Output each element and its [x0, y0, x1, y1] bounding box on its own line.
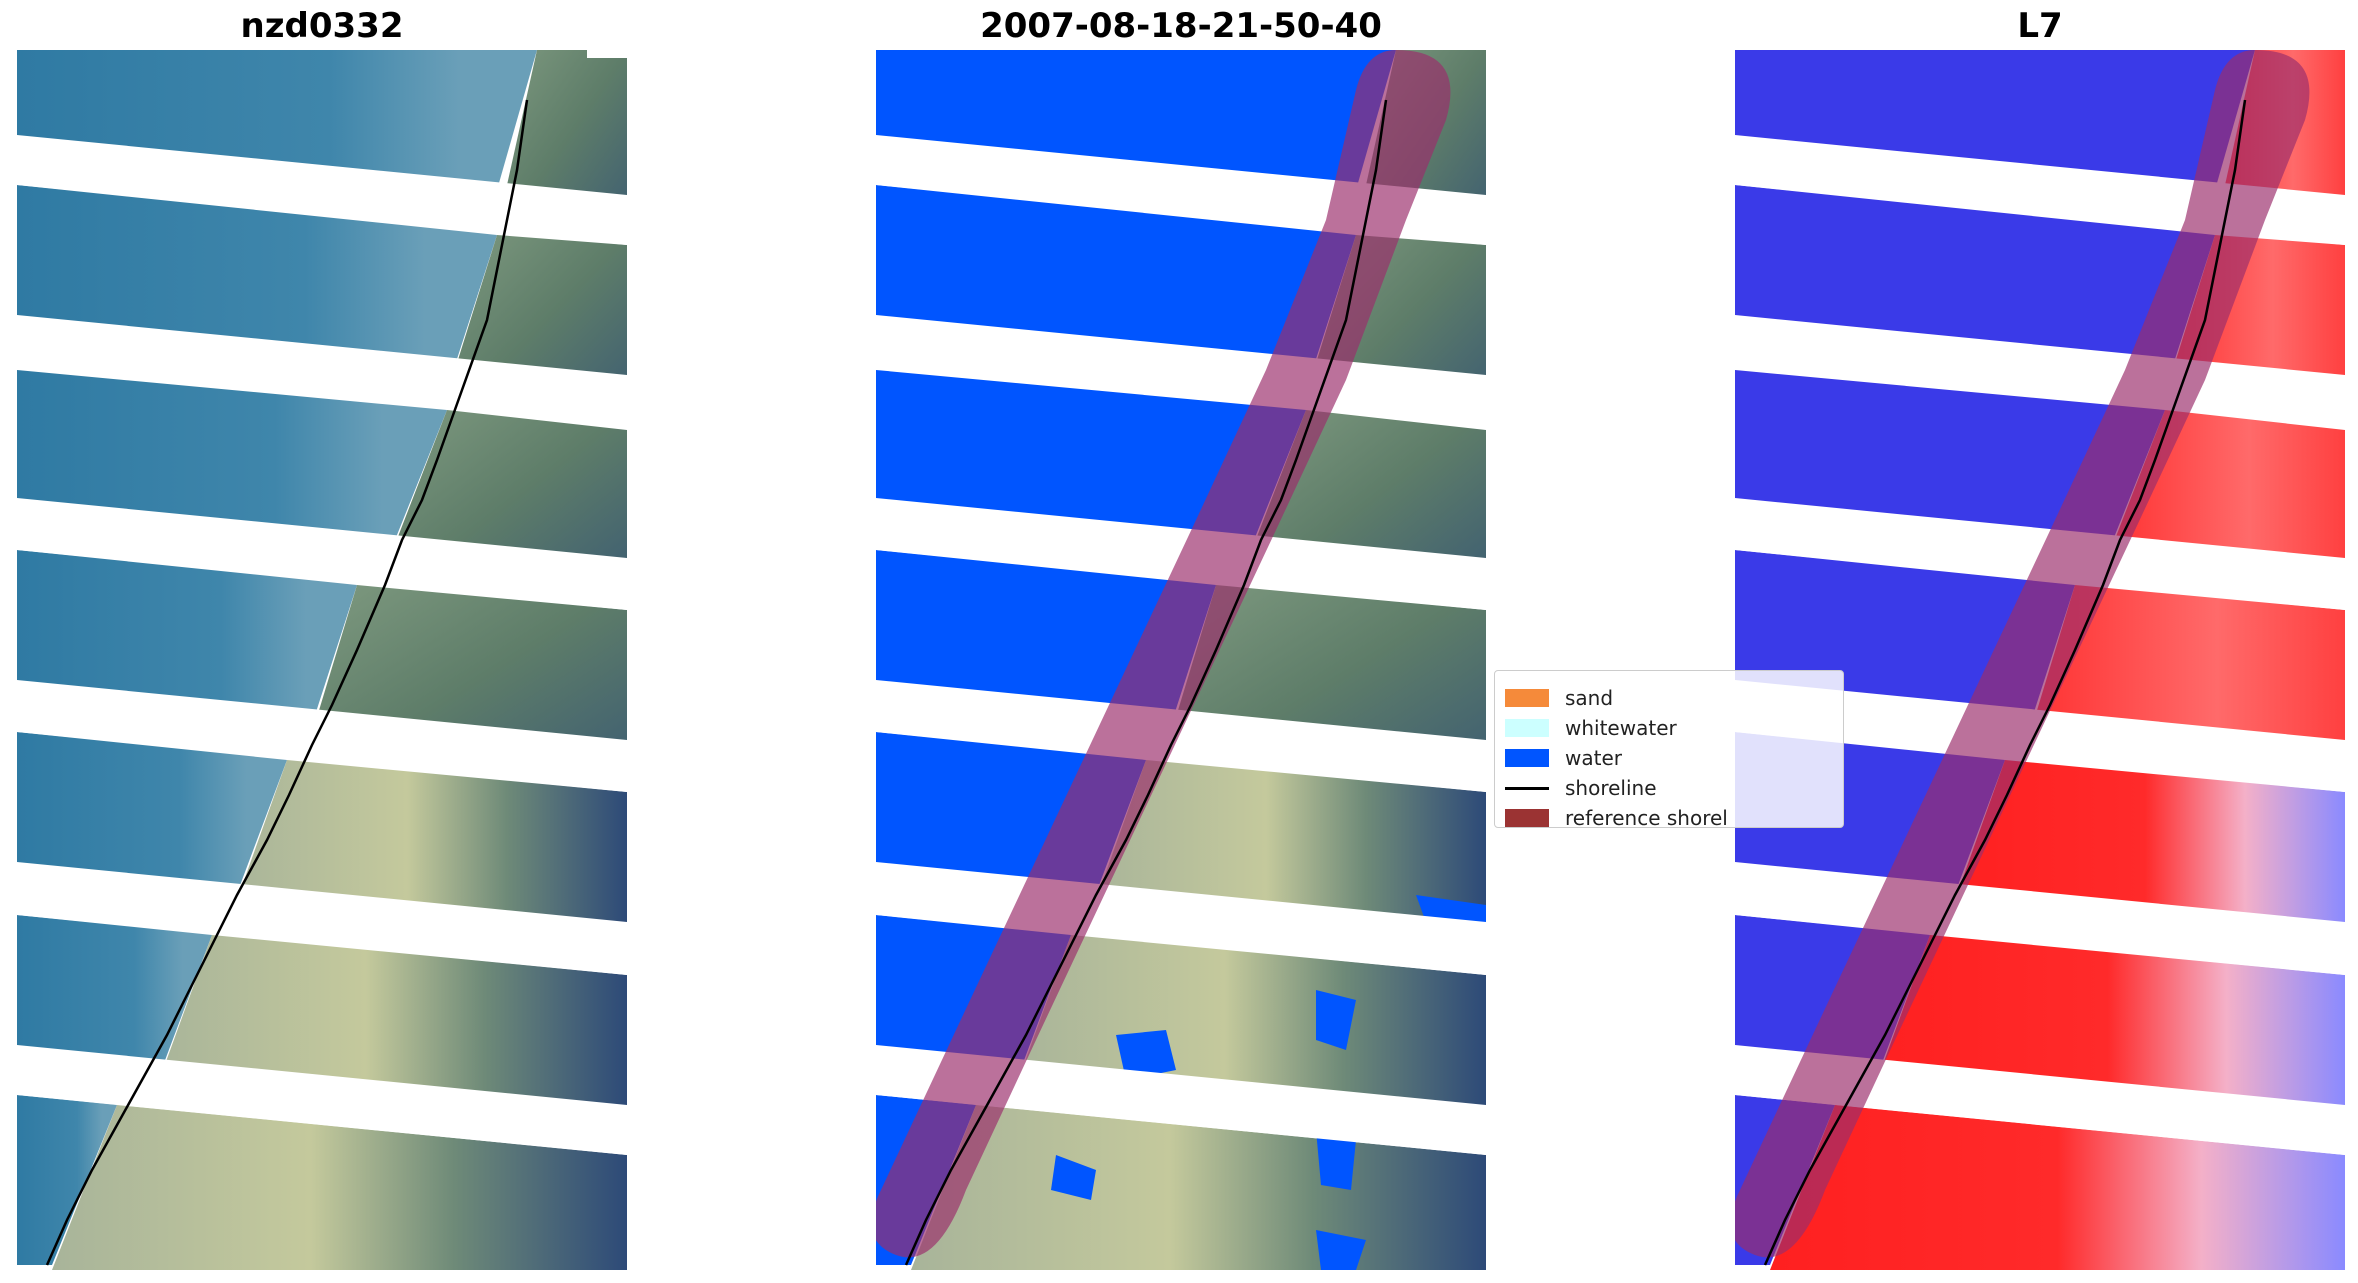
- legend-item-water: water: [1505, 743, 1622, 773]
- reference-shoreline-buffer: [876, 50, 1451, 1258]
- legend-swatch-reference-shoreline: [1505, 809, 1549, 827]
- legend-swatch-water: [1505, 749, 1549, 767]
- shoreline-classification: [904, 99, 1388, 1266]
- panel-title-index: L7: [2017, 6, 2063, 46]
- panel-title-rgb: nzd0332: [240, 6, 404, 46]
- legend-item-whitewater: whitewater: [1505, 713, 1677, 743]
- legend-label: water: [1565, 746, 1622, 770]
- legend-label: whitewater: [1565, 716, 1677, 740]
- legend-swatch-whitewater: [1505, 719, 1549, 737]
- legend-label: reference shorel: [1565, 806, 1728, 828]
- reference-shoreline-buffer: [1735, 50, 2310, 1258]
- legend: sand whitewater water shoreline referenc…: [1494, 670, 1844, 828]
- shoreline-rgb: [45, 99, 529, 1266]
- legend-label: shoreline: [1565, 776, 1657, 800]
- index-panel: [1735, 50, 2345, 1270]
- shoreline-index: [1763, 99, 2247, 1266]
- legend-swatch-sand: [1505, 689, 1549, 707]
- classification-panel: [876, 50, 1486, 1270]
- legend-item-sand: sand: [1505, 683, 1613, 713]
- scan-line-gaps: [17, 50, 627, 1155]
- legend-item-reference-shoreline: reference shorel: [1505, 803, 1728, 828]
- panel-title-classification: 2007-08-18-21-50-40: [980, 6, 1382, 46]
- legend-line-shoreline: [1505, 786, 1549, 790]
- rgb-image-panel: [17, 50, 627, 1270]
- legend-label: sand: [1565, 686, 1614, 710]
- legend-item-shoreline: shoreline: [1505, 773, 1657, 803]
